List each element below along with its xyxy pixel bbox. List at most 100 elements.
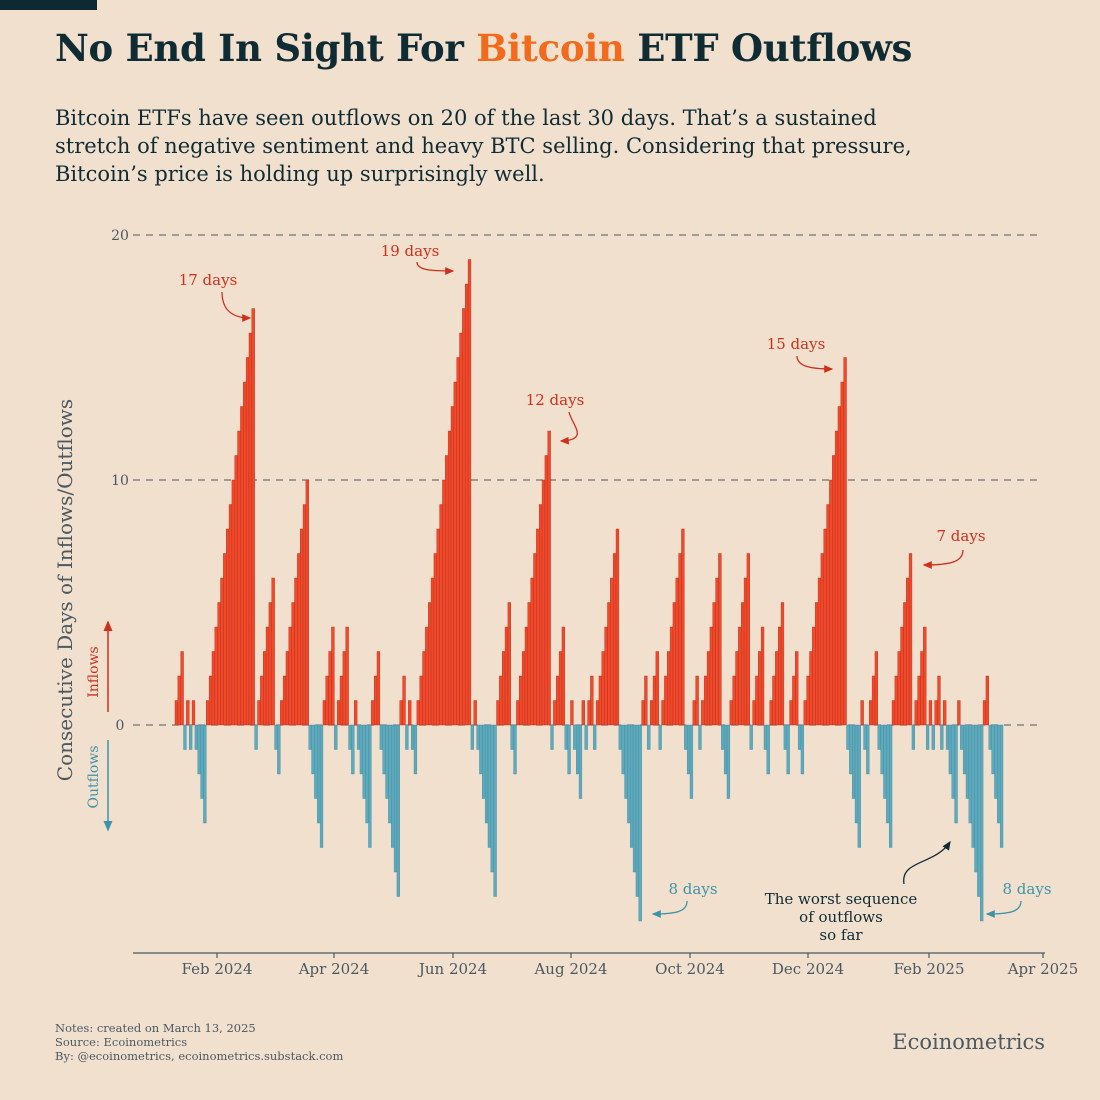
outflow-bar: [356, 724, 361, 750]
inflow-bar: [874, 651, 879, 726]
callout-line-3: so far: [819, 926, 863, 944]
outflow-bar: [763, 724, 768, 750]
inflow-bar: [354, 700, 358, 726]
outflow-bar: [393, 724, 398, 873]
inflow-bar: [675, 577, 679, 726]
outflow-bar: [365, 724, 369, 824]
outflow-bar: [194, 724, 198, 750]
outflow-bar: [470, 724, 474, 750]
inflow-bar: [644, 675, 648, 726]
inflow-bar: [180, 651, 184, 726]
inflow-bar: [587, 700, 591, 726]
annotation-arrow-icon: [796, 355, 834, 373]
inflow-bar: [268, 602, 272, 726]
outflow-bar: [311, 724, 315, 775]
outflow-bar: [783, 724, 787, 750]
inflow-bar: [436, 528, 440, 726]
annotation-17-days: 17 days: [179, 271, 238, 289]
inflow-bar: [649, 700, 654, 726]
x-tick-label: Dec 2024: [772, 960, 844, 978]
inflow-bar: [462, 308, 466, 726]
inflow-bar: [339, 675, 344, 726]
outflow-bar: [766, 724, 770, 775]
inflow-bar: [533, 553, 537, 726]
inflow-bar: [231, 479, 235, 726]
inflow-bar: [428, 602, 432, 726]
inflow-bar: [775, 651, 779, 726]
inflow-bar: [228, 504, 233, 726]
inflow-bar: [263, 651, 267, 726]
inflow-bar: [177, 675, 181, 726]
outflow-bar: [388, 724, 392, 824]
inflow-bar: [937, 675, 941, 726]
outflow-bar: [490, 724, 494, 873]
outflow-bar: [988, 724, 992, 750]
inflow-bar: [521, 651, 526, 726]
inflow-bar: [772, 675, 776, 726]
outflow-bar: [797, 724, 802, 750]
title-text-end: ETF Outflows: [624, 26, 913, 70]
annotation-8-days-sep: 8 days: [668, 880, 717, 898]
outflow-bar: [183, 724, 187, 750]
inflow-bar: [556, 675, 560, 726]
outflow-bar: [274, 724, 278, 750]
annotation-7-days: 7 days: [936, 527, 985, 545]
x-tick-label: Apr 2024: [298, 960, 370, 978]
inflow-bar: [735, 651, 739, 726]
inflow-bar: [718, 553, 722, 726]
inflow-bar: [373, 675, 378, 726]
inflow-bar: [502, 651, 506, 726]
outflow-bar: [630, 724, 634, 848]
inflow-bar: [214, 626, 218, 726]
inflow-bar: [917, 675, 921, 726]
brand-logo: Ecoinometrics: [892, 1030, 1045, 1054]
inflow-bar: [706, 651, 711, 726]
outflow-bar: [852, 724, 856, 799]
inflow-bar: [282, 675, 287, 726]
annotation-arrow-icon: [985, 900, 1022, 918]
inflow-bar: [527, 602, 531, 726]
annotation-19-days: 19 days: [381, 242, 440, 260]
outflow-bar: [513, 724, 517, 775]
inflow-bar: [516, 700, 520, 726]
outflow-bar: [482, 724, 486, 799]
outflow-bar: [573, 724, 577, 750]
outflow-bar: [351, 724, 355, 775]
inflow-bar: [704, 675, 708, 726]
inflow-bar: [294, 577, 298, 726]
inflow-bar: [823, 528, 827, 726]
inflow-bar: [837, 406, 842, 726]
outflow-bar: [578, 724, 583, 799]
outflow-bar: [621, 724, 625, 775]
inflow-bar: [692, 700, 696, 726]
inflow-bar: [795, 651, 799, 726]
inflow-bar: [174, 700, 179, 726]
notes-line: Notes: created on March 13, 2025: [55, 1021, 256, 1035]
outflow-bar: [863, 724, 867, 750]
callout-arrow-icon: [903, 840, 951, 885]
inflow-bar: [920, 651, 924, 726]
inflow-bar: [610, 577, 614, 726]
outflow-bar: [698, 724, 702, 750]
inflow-bar: [553, 700, 557, 726]
outflow-bar: [385, 724, 389, 799]
x-tick-label: Aug 2024: [533, 960, 607, 978]
outflow-bar: [391, 724, 395, 848]
outflow-bar: [308, 724, 312, 750]
outflow-bar: [994, 724, 998, 799]
outflow-bar: [888, 724, 893, 848]
inflow-bar: [248, 332, 253, 726]
outflow-bar: [593, 724, 597, 750]
inflow-bar: [672, 602, 676, 726]
x-tick-label: Apr 2025: [1007, 960, 1079, 978]
inflow-bar: [191, 700, 196, 726]
inflow-bar: [820, 553, 824, 726]
outflow-bar: [476, 724, 480, 750]
inflow-bar: [371, 700, 375, 726]
inflow-bar: [408, 700, 412, 726]
inflow-bar: [815, 602, 819, 726]
title-highlight: Bitcoin: [476, 26, 625, 70]
outflow-bar: [945, 724, 950, 750]
outflow-bar: [564, 724, 568, 750]
inflow-bar: [840, 381, 844, 726]
